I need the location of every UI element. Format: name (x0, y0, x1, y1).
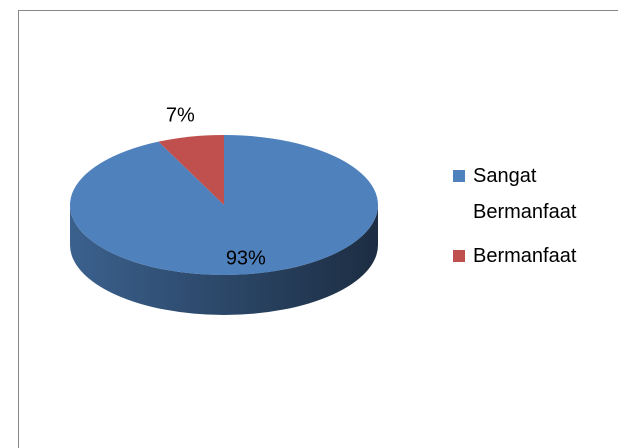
legend-item: Bermanfaat (453, 238, 603, 274)
pie-slice (69, 135, 378, 275)
legend-label: Bermanfaat (473, 245, 577, 267)
legend-item: Sangat Bermanfaat (453, 158, 603, 230)
legend-swatch (453, 170, 465, 182)
pie-slice (158, 135, 224, 205)
legend-swatch (453, 250, 465, 262)
data-label: 7% (166, 104, 195, 126)
pie: 93% 7% (69, 104, 378, 315)
pie-side (70, 205, 378, 315)
legend-label: Sangat Bermanfaat (473, 165, 577, 223)
data-label: 93% (226, 248, 266, 270)
